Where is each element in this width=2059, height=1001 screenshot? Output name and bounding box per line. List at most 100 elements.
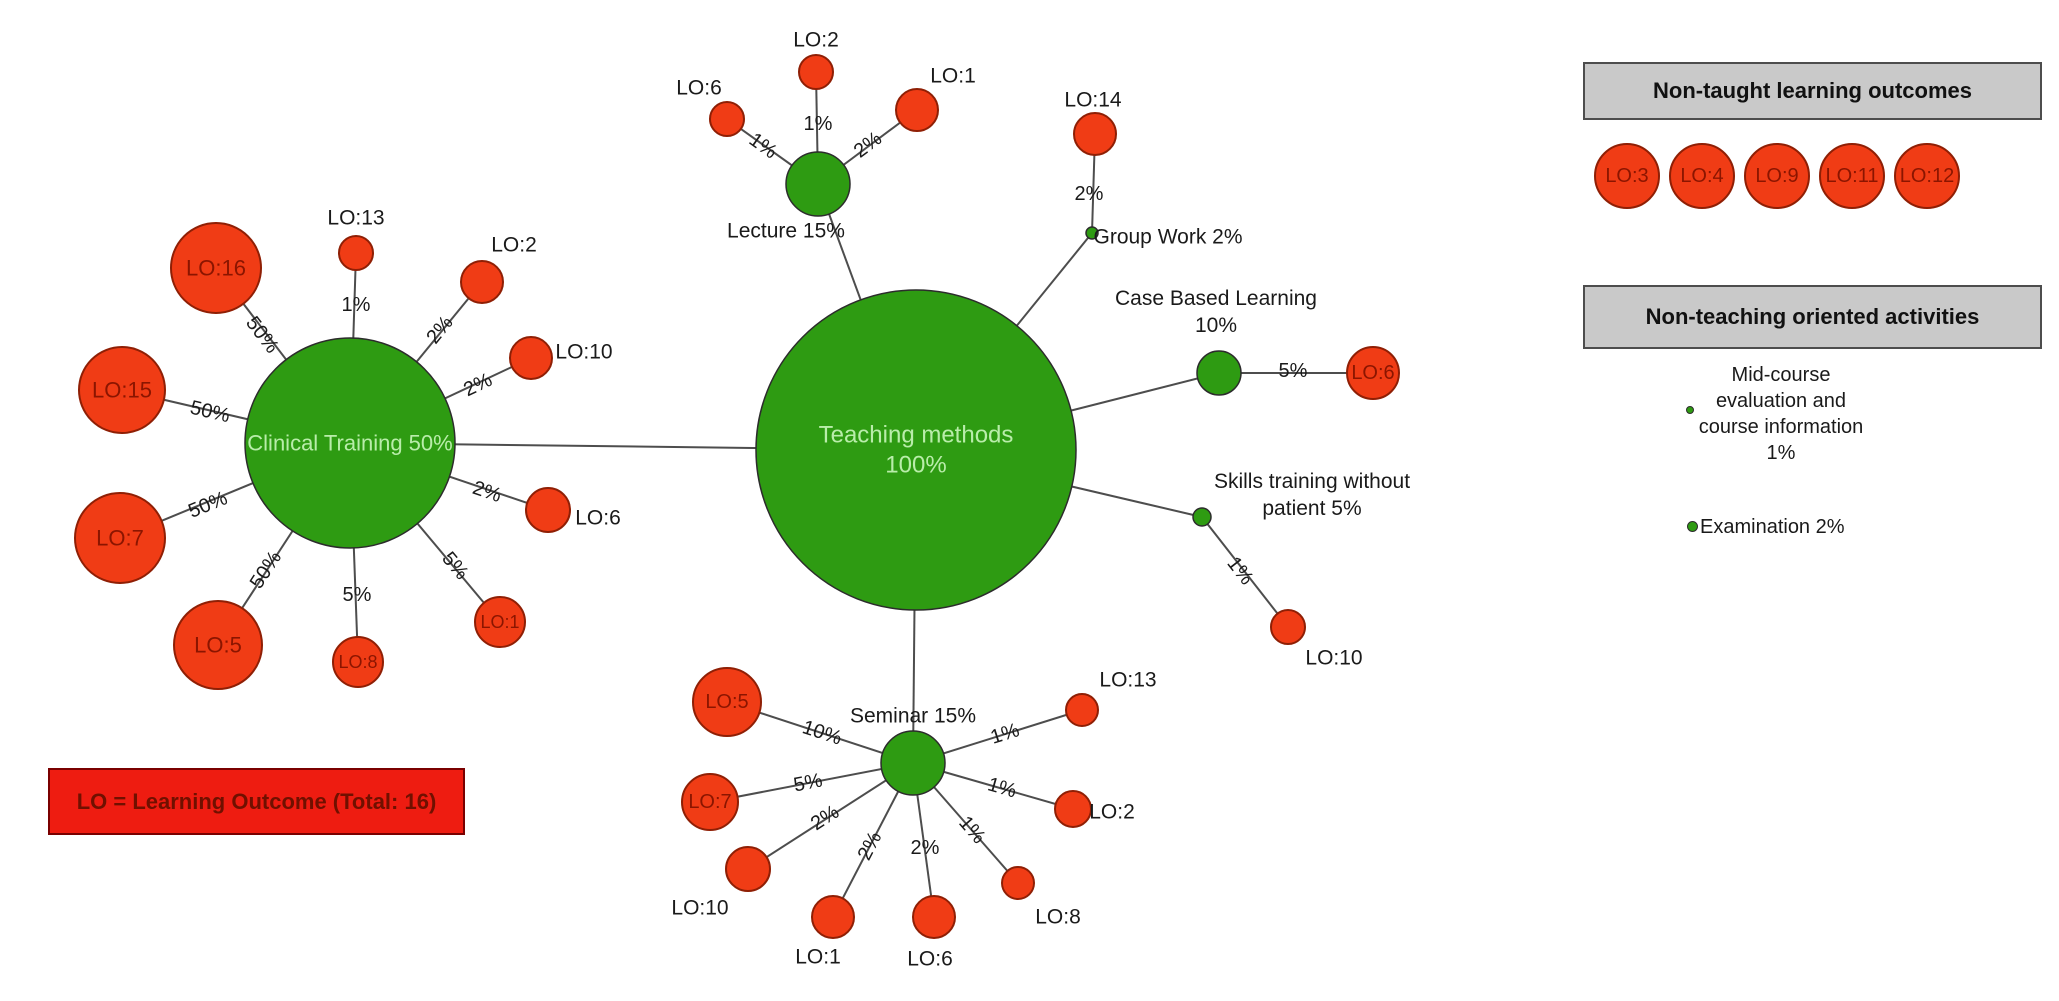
node-ct-lo15-inside-label: LO:15 <box>92 378 152 403</box>
node-ct-lo7-circle <box>74 492 166 584</box>
node-sem-lo8-label: LO:8 <box>1035 906 1081 929</box>
node-gw-lo14-circle <box>1073 112 1117 156</box>
node-clinical-inside-label: Clinical Training 50% <box>247 431 452 456</box>
legend-circle-LO11: LO:11 <box>1819 143 1885 209</box>
edge-label-lecture-lec-lo2: 1% <box>804 113 833 135</box>
node-ct-lo10-label: LO:10 <box>555 341 612 364</box>
non-taught-legend-title: Non-taught learning outcomes <box>1653 78 1972 103</box>
node-sem-lo13-circle <box>1065 693 1099 727</box>
node-sem-lo10-circle <box>725 846 771 892</box>
edge-label-seminar-sem-lo10: 2% <box>807 801 843 835</box>
edge-label-clinical-ct-lo8: 5% <box>343 584 372 606</box>
node-cbl-circle <box>1196 350 1242 396</box>
node-ct-lo1-inside-label: LO:1 <box>480 612 519 632</box>
node-ct-lo6-label: LO:6 <box>575 507 621 530</box>
non-taught-lo-row: LO:3 LO:4 LO:9 LO:11 LO:12 <box>1594 143 1960 209</box>
node-ct-lo15-circle <box>78 346 166 434</box>
node-sem-lo1-circle <box>811 895 855 939</box>
node-sem-lo7-inside-label: LO:7 <box>688 791 731 813</box>
node-groupwork-label: Group Work 2% <box>1094 226 1243 249</box>
node-cbl-lo6-inside-label: LO:6 <box>1351 362 1394 384</box>
node-teaching-inside-label: Teaching methods <box>819 421 1014 448</box>
node-clinical-circle <box>244 337 456 549</box>
edge-label-clinical-ct-lo13: 1% <box>342 294 371 316</box>
node-ct-lo16-circle <box>170 222 262 314</box>
edge-label-clinical-ct-lo16: 50% <box>241 312 283 357</box>
node-ct-lo16-inside-label: LO:16 <box>186 256 246 281</box>
node-ct-lo8-inside-label: LO:8 <box>338 652 377 672</box>
legend-circle-LO4: LO:4 <box>1669 143 1735 209</box>
node-lec-lo2-label: LO:2 <box>793 29 839 52</box>
node-skills-label: Skills training without <box>1214 470 1410 493</box>
node-sem-lo5-inside-label: LO:5 <box>705 691 748 713</box>
edge-label-seminar-sem-lo5: 10% <box>800 716 845 749</box>
node-sem-lo6-circle <box>912 895 956 939</box>
node-ct-lo5-circle <box>173 600 263 690</box>
node-sk-lo10-label: LO:10 <box>1305 647 1362 670</box>
node-lec-lo1-label: LO:1 <box>930 65 976 88</box>
non-teaching-legend-header: Non-teaching oriented activities <box>1583 285 2042 349</box>
examination-item: Examination 2% <box>1700 516 1845 538</box>
lo-key-text: LO = Learning Outcome (Total: 16) <box>76 788 437 814</box>
node-cbl-label: Case Based Learning <box>1115 287 1317 310</box>
node-ct-lo13-label: LO:13 <box>327 207 384 230</box>
edge-label-lecture-lec-lo6: 1% <box>745 129 781 164</box>
node-lec-lo6-circle <box>709 101 745 137</box>
node-lec-lo6-label: LO:6 <box>676 77 722 100</box>
node-sem-lo7-circle <box>681 773 739 831</box>
node-sem-lo1-label: LO:1 <box>795 946 841 969</box>
edge-label-seminar-sem-lo1: 2% <box>854 828 887 864</box>
mid-course-item: Mid-course evaluation and course informa… <box>1698 364 1864 464</box>
edge-skills-sk-lo10 <box>1201 516 1289 628</box>
edge-label-clinical-ct-lo15: 50% <box>188 397 232 428</box>
node-sem-lo6-label: LO:6 <box>907 948 953 971</box>
node-lecture-label: Lecture 15% <box>727 220 845 243</box>
node-ct-lo7-inside-label: LO:7 <box>96 526 144 551</box>
node-ct-lo13-circle <box>338 235 374 271</box>
node-sem-lo2-circle <box>1054 790 1092 828</box>
non-teaching-legend-title: Non-teaching oriented activities <box>1645 304 1980 329</box>
legend-circle-LO3: LO:3 <box>1594 143 1660 209</box>
node-sem-lo13-label: LO:13 <box>1099 669 1156 692</box>
node-groupwork-circle <box>1085 226 1099 240</box>
node-lecture-circle <box>785 151 851 217</box>
node-sem-lo10-label: LO:10 <box>671 897 728 920</box>
edge-label-cbl-cbl-lo6: 5% <box>1279 360 1308 382</box>
edge-label-groupwork-gw-lo14: 2% <box>1075 183 1104 205</box>
legend-circle-LO12: LO:12 <box>1894 143 1960 209</box>
node-cbl-label: 10% <box>1195 314 1237 337</box>
non-taught-legend-header: Non-taught learning outcomes <box>1583 62 2042 120</box>
edge-label-seminar-sem-lo7: 5% <box>792 769 825 796</box>
node-ct-lo6-circle <box>525 487 571 533</box>
node-cbl-lo6-circle <box>1346 346 1400 400</box>
edge-label-seminar-sem-lo13: 1% <box>988 719 1022 749</box>
edge-seminar-sem-lo7 <box>709 762 914 803</box>
edge-label-seminar-sem-lo6: 2% <box>911 837 940 859</box>
node-sem-lo8-circle <box>1001 866 1035 900</box>
node-ct-lo8-circle <box>332 636 384 688</box>
node-skills-label: patient 5% <box>1262 497 1361 520</box>
node-gw-lo14-label: LO:14 <box>1064 89 1122 112</box>
node-lec-lo2-circle <box>798 54 834 90</box>
lo-key-box: LO = Learning Outcome (Total: 16) <box>48 768 465 835</box>
node-seminar-circle <box>880 730 946 796</box>
node-skills-circle <box>1192 507 1212 527</box>
node-teaching-inside-label: 100% <box>885 452 946 479</box>
node-seminar-label: Seminar 15% <box>850 705 976 728</box>
edge-label-clinical-ct-lo10: 2% <box>460 369 496 401</box>
mid-course-dot <box>1686 406 1694 414</box>
edge-label-clinical-ct-lo7: 50% <box>185 487 231 523</box>
edge-label-clinical-ct-lo6: 2% <box>470 477 505 507</box>
node-teaching-circle <box>755 289 1077 611</box>
edge-label-clinical-ct-lo5: 50% <box>246 547 286 593</box>
edge-label-skills-sk-lo10: 1% <box>1222 553 1257 589</box>
node-lec-lo1-circle <box>895 88 939 132</box>
node-ct-lo2-circle <box>460 260 504 304</box>
node-sk-lo10-circle <box>1270 609 1306 645</box>
edge-label-seminar-sem-lo2: 1% <box>985 773 1019 802</box>
node-ct-lo2-label: LO:2 <box>491 234 537 257</box>
node-ct-lo10-circle <box>509 336 553 380</box>
node-sem-lo2-label: LO:2 <box>1089 801 1135 824</box>
